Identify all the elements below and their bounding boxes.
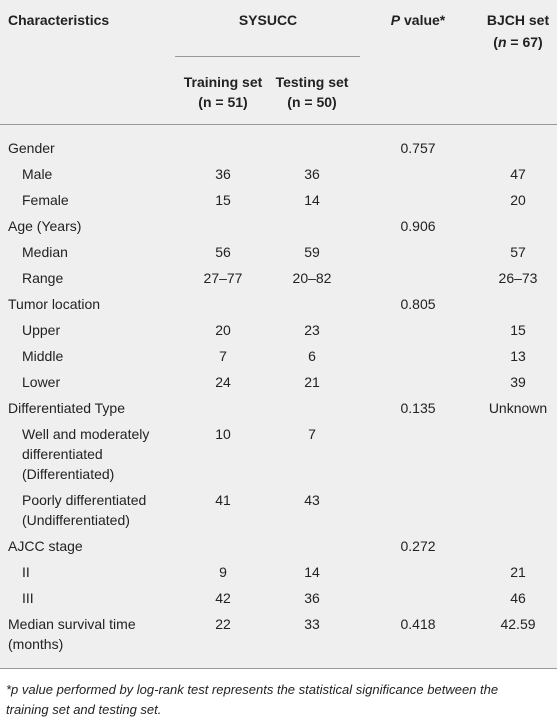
cell-text: (months) bbox=[8, 636, 64, 652]
cell-text: 33 bbox=[304, 616, 320, 632]
cell-text: Male bbox=[22, 166, 53, 182]
cell-text: Median survival time bbox=[8, 616, 136, 632]
cell-text: 41 bbox=[215, 492, 231, 508]
cell-text: 20–82 bbox=[292, 270, 332, 286]
cell-text: 43 bbox=[304, 492, 320, 508]
cell-text: (n = 50) bbox=[287, 94, 337, 110]
cell-text: *p value performed by log-rank test repr… bbox=[6, 682, 499, 697]
cell-text: Range bbox=[22, 270, 64, 286]
cell-text: Upper bbox=[22, 322, 61, 338]
cell-text: 13 bbox=[510, 348, 526, 364]
cell-text: 7 bbox=[219, 348, 227, 364]
cell-text: 59 bbox=[304, 244, 320, 260]
cell-text: 14 bbox=[304, 192, 320, 208]
cell-text: differentiated bbox=[22, 446, 103, 462]
cell-text: 0.757 bbox=[400, 140, 436, 156]
cell-text: 21 bbox=[304, 374, 320, 390]
rule bbox=[175, 56, 360, 57]
cell-text: AJCC stage bbox=[8, 538, 83, 554]
text-segment: P bbox=[390, 12, 401, 28]
cell-text: 10 bbox=[215, 426, 231, 442]
cell-text: 26–73 bbox=[498, 270, 538, 286]
cell-text: 15 bbox=[510, 322, 526, 338]
text-segment: = 67) bbox=[506, 34, 543, 50]
cell-text: Middle bbox=[22, 348, 64, 364]
cell-text: Poorly differentiated bbox=[22, 492, 147, 508]
text-segment: n bbox=[497, 34, 507, 50]
cell-text: 0.272 bbox=[400, 538, 436, 554]
cell-text: II bbox=[22, 564, 30, 580]
cell-text: 47 bbox=[510, 166, 526, 182]
cell-text: 20 bbox=[215, 322, 231, 338]
cell-text: 22 bbox=[215, 616, 231, 632]
cell-text: 42 bbox=[215, 590, 231, 606]
cell-text: 0.135 bbox=[400, 400, 436, 416]
cell-text: Differentiated Type bbox=[8, 400, 126, 416]
cell-text: SYSUCC bbox=[238, 12, 298, 28]
cell-text: 20 bbox=[510, 192, 526, 208]
cell-text: 14 bbox=[304, 564, 320, 580]
cell-text: Well and moderately bbox=[22, 426, 150, 442]
cell-text: 9 bbox=[219, 564, 227, 580]
cell-text: 0.805 bbox=[400, 296, 436, 312]
cell-text: 6 bbox=[308, 348, 316, 364]
cell-text: Lower bbox=[22, 374, 61, 390]
cell-text: (n = 67) bbox=[493, 32, 542, 52]
cell-text: Gender bbox=[8, 140, 55, 156]
cell-text: 15 bbox=[215, 192, 231, 208]
cell-text: 36 bbox=[215, 166, 231, 182]
cell-text: BJCH set bbox=[486, 12, 550, 28]
cell-text: Testing set bbox=[275, 74, 349, 90]
cell-text: 27–77 bbox=[203, 270, 243, 286]
cell-text: P value* bbox=[391, 10, 445, 30]
cell-text: Tumor location bbox=[8, 296, 101, 312]
cell-text: 7 bbox=[308, 426, 316, 442]
cell-text: 21 bbox=[510, 564, 526, 580]
cell-text: Characteristics bbox=[8, 12, 110, 28]
cell-text: 39 bbox=[510, 374, 526, 390]
table bbox=[0, 0, 557, 668]
text-segment: value* bbox=[400, 12, 446, 28]
rule bbox=[0, 124, 557, 125]
text-segment: ( bbox=[493, 34, 498, 50]
cell-text: 0.906 bbox=[400, 218, 436, 234]
cell-text: (Differentiated) bbox=[22, 466, 115, 482]
cell-text: III bbox=[22, 590, 34, 606]
cell-text: Age (Years) bbox=[8, 218, 82, 234]
cell-text: 36 bbox=[304, 166, 320, 182]
cell-text: Training set bbox=[183, 74, 263, 90]
cell-text: 46 bbox=[510, 590, 526, 606]
cell-text: (n = 51) bbox=[198, 94, 248, 110]
cell-text: 56 bbox=[215, 244, 231, 260]
rule bbox=[0, 668, 557, 669]
cell-text: 57 bbox=[510, 244, 526, 260]
cell-text: training set and testing set. bbox=[6, 702, 162, 717]
cell-text: Unknown bbox=[488, 400, 548, 416]
cell-text: Median bbox=[22, 244, 68, 260]
cell-text: 42.59 bbox=[500, 616, 536, 632]
cell-text: 0.418 bbox=[400, 616, 436, 632]
cell-text: 24 bbox=[215, 374, 231, 390]
cell-text: Female bbox=[22, 192, 69, 208]
cell-text: 36 bbox=[304, 590, 320, 606]
cell-text: 23 bbox=[304, 322, 320, 338]
cell-text: (Undifferentiated) bbox=[22, 512, 130, 528]
